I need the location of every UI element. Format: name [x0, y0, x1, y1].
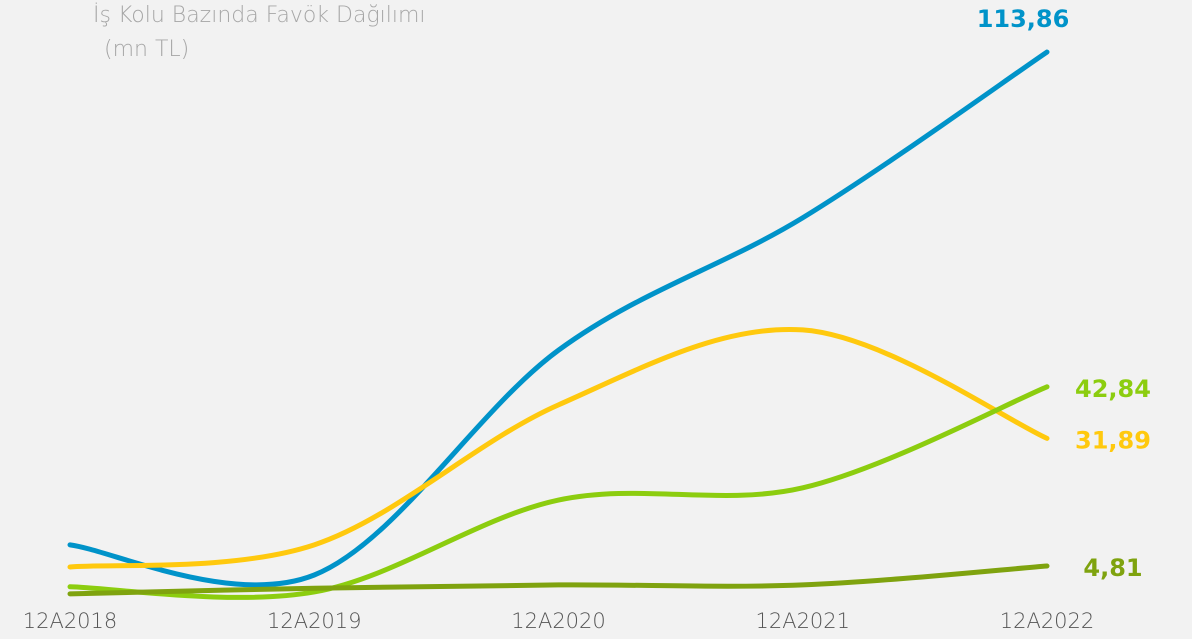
data-label: 42,84 [1075, 375, 1151, 403]
chart-subtitle: (mn TL) [104, 37, 189, 62]
x-tick-label: 12A2018 [23, 609, 118, 633]
x-tick-label: 12A2019 [267, 609, 362, 633]
data-label: 113,86 [977, 5, 1070, 33]
data-label: 31,89 [1075, 426, 1151, 454]
x-tick-label: 12A2022 [1000, 609, 1095, 633]
data-label: 4,81 [1083, 554, 1142, 582]
x-tick-label: 12A2021 [755, 609, 850, 633]
x-tick-label: 12A2020 [511, 609, 606, 633]
line [67, 384, 1050, 600]
chart-title: İş Kolu Bazında Favök Dağılımı [93, 2, 426, 28]
line [67, 563, 1050, 597]
line [67, 49, 1050, 588]
line [67, 326, 1050, 570]
